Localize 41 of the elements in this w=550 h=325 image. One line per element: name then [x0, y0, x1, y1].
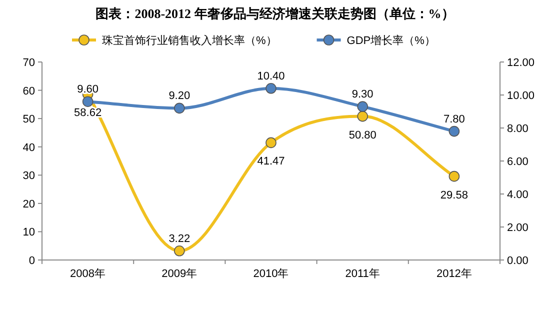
y2-tick-label: 12.00: [507, 57, 535, 69]
y-tick-label: 50: [22, 114, 35, 126]
y2-tick-label: 0.00: [507, 255, 528, 267]
y-tick-label: 40: [22, 142, 35, 154]
point: [266, 83, 276, 94]
data-label: 9.60: [77, 84, 99, 96]
y-tick-label: 10: [22, 226, 35, 239]
x-tick-label: 2011年: [345, 268, 380, 280]
data-label: 10.40: [257, 70, 285, 82]
y2-tick-label: 2.00: [507, 222, 528, 234]
point: [82, 96, 94, 107]
x-tick-label: 2012年: [436, 268, 472, 280]
data-label: 29.58: [440, 189, 468, 202]
y-tick-label: 30: [22, 170, 35, 182]
y2-tick-label: 4.00: [507, 189, 528, 201]
x-tick-label: 2008年: [70, 268, 106, 280]
y-tick-label: 20: [22, 198, 35, 210]
data-label: 9.20: [168, 90, 190, 102]
y2-tick-label: 6.00: [507, 156, 528, 168]
data-label: 7.80: [443, 113, 465, 126]
y-tick-label: 60: [22, 85, 35, 98]
data-label: 41.47: [257, 156, 285, 168]
chart-title: 图表：2008-2012 年奢侈品与经济增速关联走势图（单位：%）: [96, 6, 454, 21]
point: [174, 245, 185, 256]
point: [266, 137, 276, 148]
point: [448, 170, 460, 182]
point: [357, 101, 368, 112]
point: [174, 102, 185, 114]
x-tick-label: 2010年: [253, 268, 289, 280]
data-label: 9.30: [352, 88, 374, 101]
point: [448, 126, 460, 137]
y-tick-label: 0: [28, 255, 35, 267]
point: [357, 110, 368, 122]
legend-label: GDP增长率（%）: [346, 34, 436, 47]
y2-tick-label: 8.00: [507, 123, 528, 135]
y2-tick-label: 10.00: [507, 90, 535, 102]
data-label: 3.22: [168, 232, 190, 245]
y-tick-label: 70: [22, 57, 35, 69]
legend-label: 珠宝首饰行业销售收入增长率（%）: [102, 34, 277, 47]
data-label: 50.80: [348, 129, 376, 142]
x-tick-label: 2009年: [162, 268, 198, 280]
